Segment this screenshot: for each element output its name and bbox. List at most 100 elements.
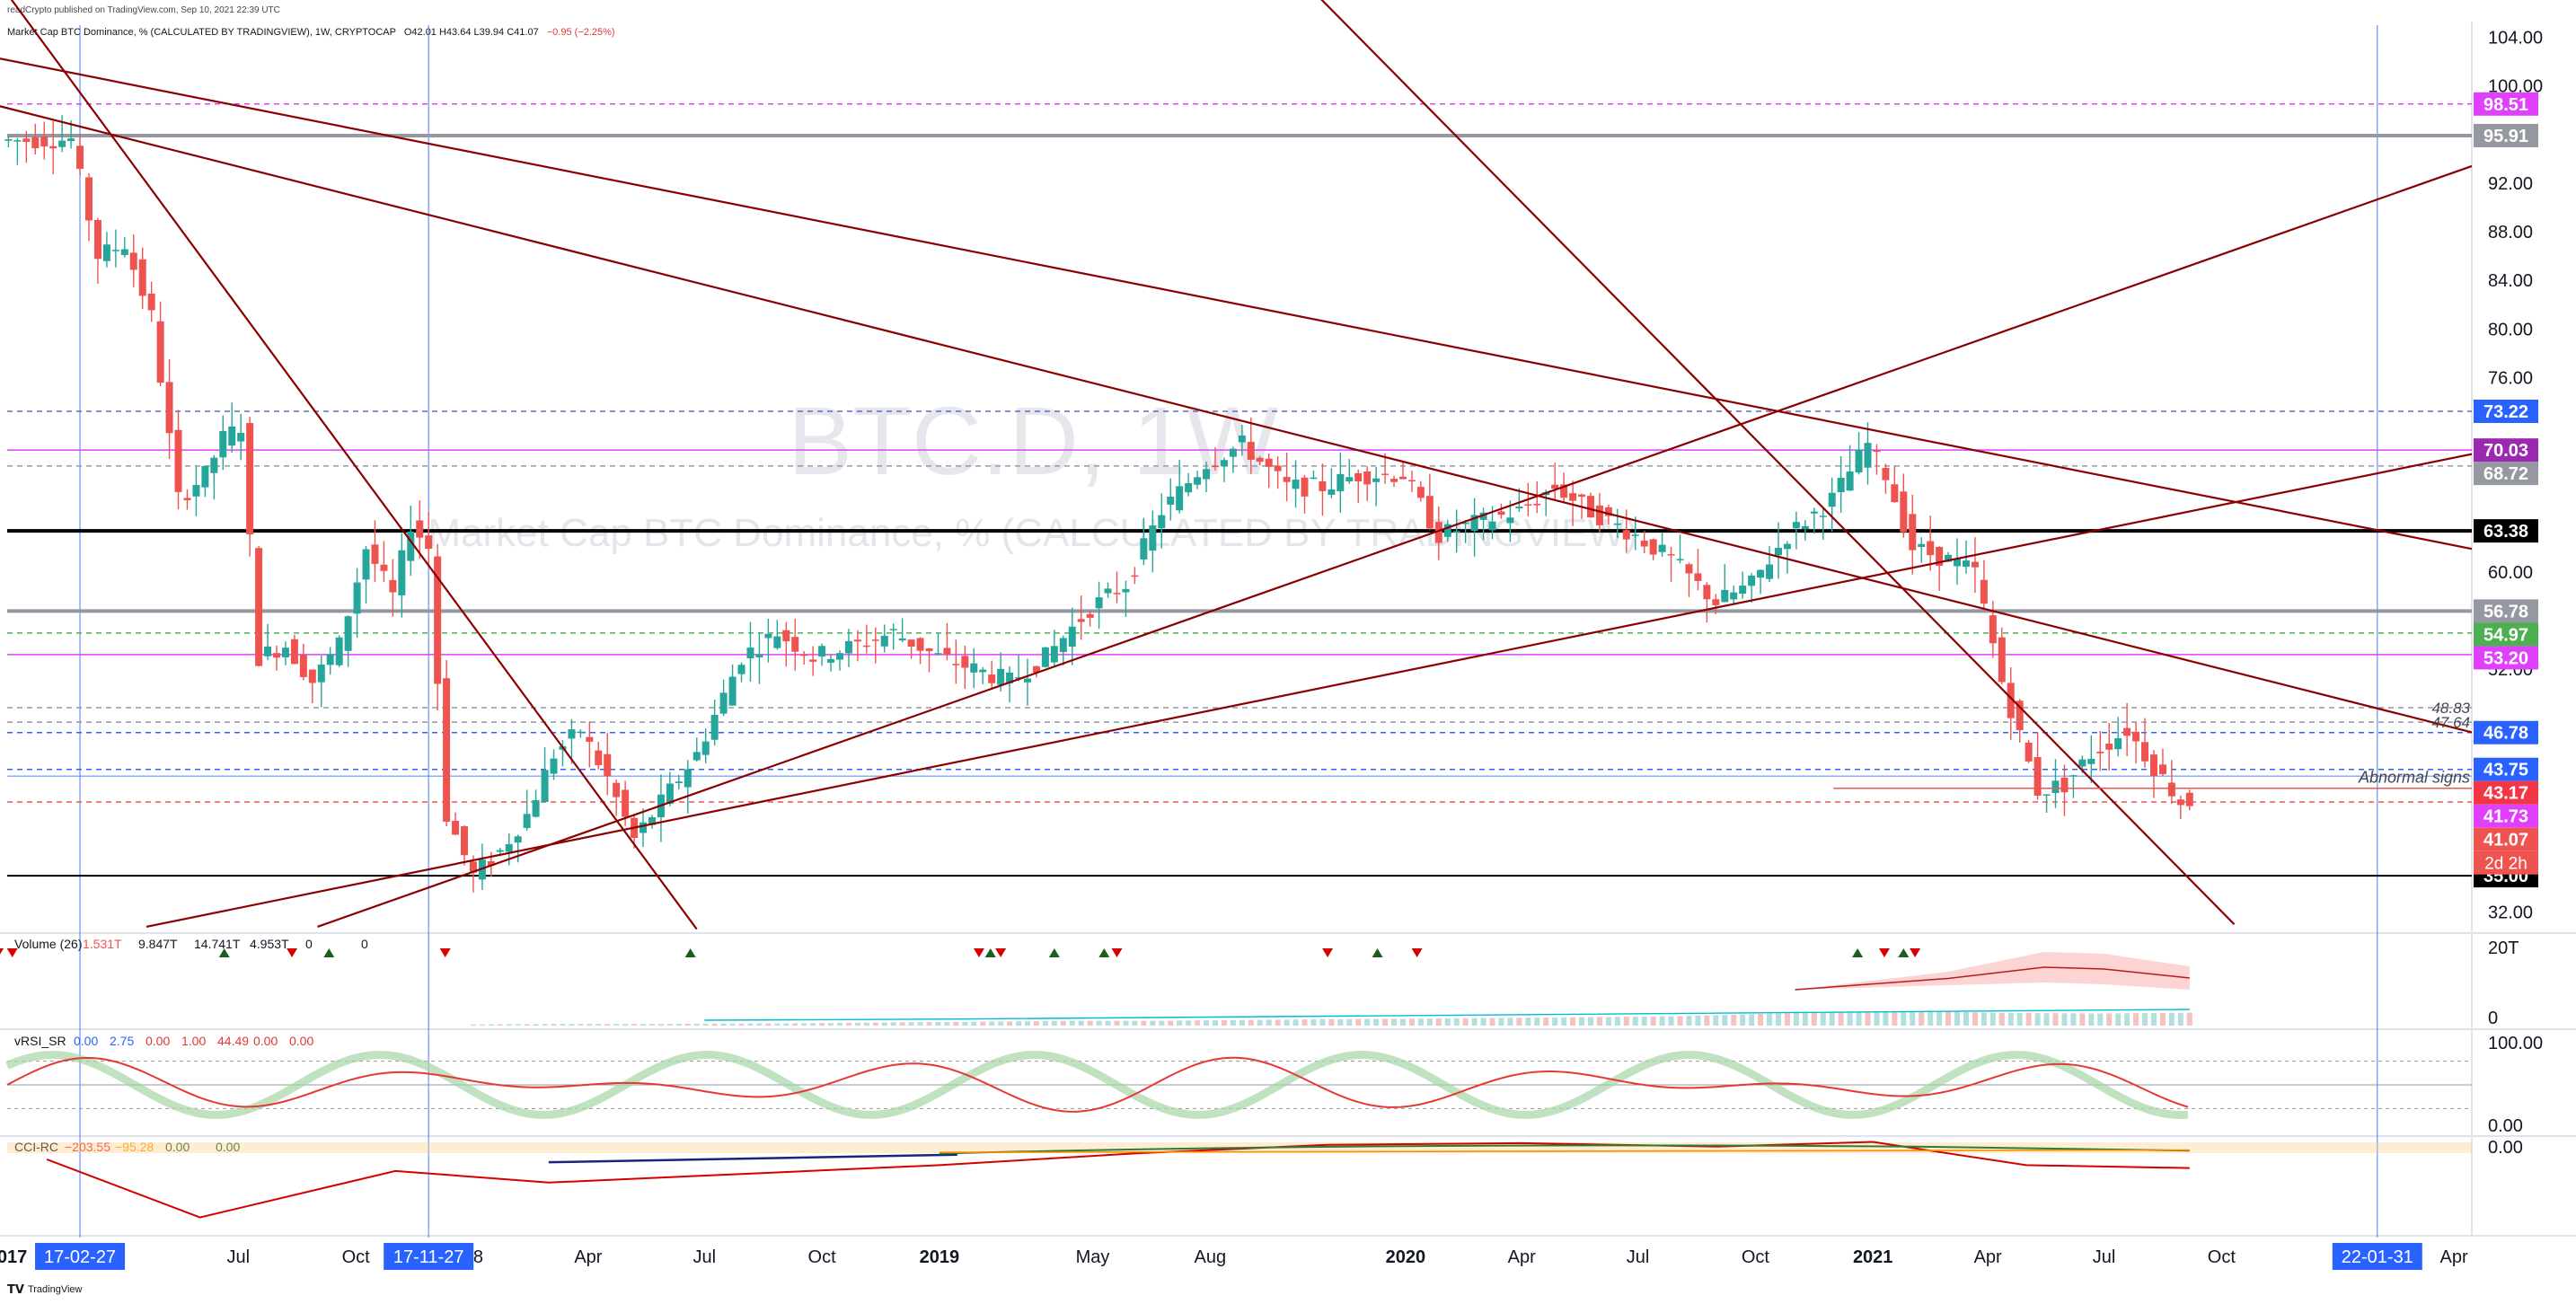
volume-bar	[702, 1023, 709, 1026]
candle-body	[844, 640, 852, 654]
volume-bar	[756, 1023, 763, 1026]
volume-bar	[578, 1024, 584, 1026]
signal-up-marker	[984, 948, 996, 957]
candle-body	[1783, 543, 1791, 550]
time-axis-label: Jul	[227, 1247, 251, 1267]
candle-body	[2069, 775, 2078, 777]
volume-bar	[1820, 1012, 1826, 1026]
candle-body	[1622, 530, 1630, 540]
candle-body	[1730, 592, 1738, 600]
candle-body	[120, 249, 128, 255]
time-axis-label: 2020	[1386, 1247, 1426, 1267]
volume-bar	[890, 1022, 896, 1026]
rsi-legend-value: 2.75	[110, 1034, 134, 1048]
candle-body	[2132, 731, 2140, 742]
candle-body	[943, 648, 951, 655]
rsi-axis-tick: 0.00	[2488, 1116, 2523, 1136]
volume-bar	[1275, 1019, 1281, 1026]
volume-bar	[1623, 1017, 1629, 1026]
volume-bar	[1105, 1020, 1111, 1026]
volume-bar	[1221, 1019, 1227, 1026]
candle-body	[710, 715, 719, 740]
candle-body	[1954, 558, 1962, 567]
time-axis-label: Oct	[342, 1247, 371, 1267]
candle-body	[1864, 443, 1872, 468]
volume-bar	[1301, 1019, 1308, 1026]
volume-bar	[1677, 1016, 1683, 1026]
signal-down-marker	[995, 948, 1007, 957]
time-axis-highlight-badge	[2332, 1243, 2422, 1270]
candle-body	[1595, 505, 1603, 525]
price-badge	[2474, 438, 2538, 463]
candle-body	[1470, 515, 1478, 531]
signal-up-marker	[1852, 948, 1864, 957]
candle-body	[2016, 700, 2024, 731]
volume-bar	[2133, 1013, 2139, 1026]
volume-bar	[2186, 1012, 2192, 1026]
volume-bar	[631, 1024, 638, 1026]
candle-body	[192, 484, 200, 497]
candle-body	[281, 648, 289, 657]
candle-body	[871, 639, 879, 641]
price-badge	[2474, 622, 2538, 647]
candle-body	[1407, 480, 1416, 482]
candle-body	[380, 564, 388, 571]
volume-bar	[1534, 1018, 1540, 1026]
volume-bar	[604, 1024, 611, 1026]
volume-bar	[1775, 1013, 1781, 1026]
volume-bar	[1731, 1014, 1737, 1026]
volume-bar	[962, 1021, 968, 1026]
candle-body	[398, 550, 406, 595]
volume-bar	[1989, 1012, 1996, 1026]
volume-bar	[1328, 1018, 1335, 1026]
candle-body	[1667, 554, 1675, 556]
volume-bar	[1641, 1016, 1647, 1026]
legend-title: Market Cap BTC Dominance, % (CALCULATED …	[7, 27, 396, 38]
cci-legend-value: −95.28	[115, 1140, 154, 1154]
candle-body	[907, 639, 915, 648]
level-text-label: 47.64	[2431, 714, 2470, 731]
price-badge-label: 63.38	[2483, 522, 2528, 542]
volume-bar	[1355, 1018, 1362, 1026]
price-badge	[2474, 399, 2538, 423]
legend-change: −0.95 (−2.25%)	[546, 27, 615, 38]
candle-body	[2060, 777, 2069, 793]
volume-bar	[810, 1023, 816, 1026]
candle-body	[1676, 559, 1684, 560]
cci-legend-value: 0.00	[216, 1140, 240, 1154]
volume-bar	[783, 1023, 790, 1026]
volume-bar	[2061, 1013, 2068, 1026]
candle-body	[1122, 588, 1130, 593]
price-badge	[2474, 519, 2538, 543]
price-badge	[2474, 804, 2538, 828]
candle-body	[1292, 480, 1300, 489]
candle-body	[979, 669, 987, 673]
volume-bar	[1883, 1011, 1889, 1026]
candle-body	[93, 219, 101, 260]
volume-axis-tick: 20T	[2488, 938, 2519, 958]
volume-bar	[1042, 1020, 1048, 1026]
time-axis-label: Apr	[1974, 1247, 2002, 1267]
volume-bar	[1382, 1018, 1389, 1026]
candle-body	[701, 741, 710, 755]
price-axis-tick: 92.00	[2488, 174, 2533, 194]
price-badge-label: 98.51	[2483, 95, 2528, 115]
candle-body	[2096, 752, 2104, 753]
volume-legend-value: 0	[305, 937, 313, 951]
volume-bar	[515, 1024, 521, 1026]
tradingview-brand: 𝗧𝗩 TradingView	[7, 1282, 82, 1297]
candle-body	[1113, 593, 1121, 595]
candle-body	[1658, 544, 1666, 552]
price-axis-tick: 88.00	[2488, 223, 2533, 242]
rsi-legend-value: 44.49	[217, 1034, 249, 1048]
volume-bar	[836, 1023, 842, 1026]
volume-bar	[1802, 1013, 1808, 1026]
candle-body	[2167, 782, 2175, 797]
candle-body	[1774, 547, 1782, 556]
volume-bar	[569, 1024, 575, 1026]
volume-bar	[1069, 1020, 1075, 1026]
candle-body	[809, 659, 817, 662]
candle-body	[237, 432, 245, 442]
candle-body	[308, 669, 316, 683]
